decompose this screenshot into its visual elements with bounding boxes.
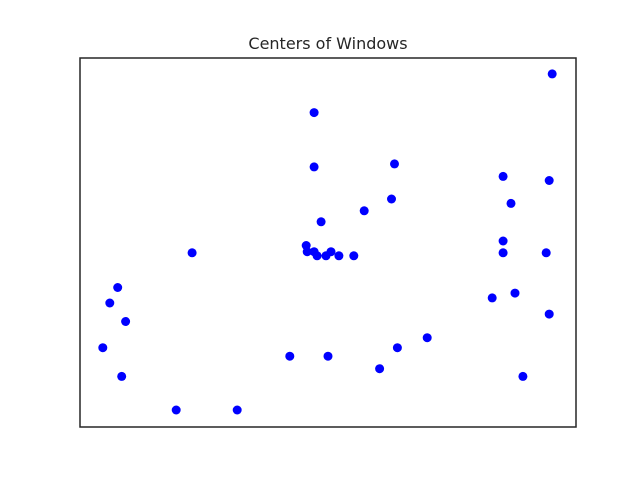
data-point-0-36 bbox=[171, 405, 181, 415]
data-point-0-7 bbox=[387, 194, 396, 204]
plot-area-frame bbox=[79, 57, 577, 428]
data-point-0-19 bbox=[498, 248, 508, 258]
data-point-0-18 bbox=[498, 236, 508, 246]
data-point-0-37 bbox=[232, 405, 242, 415]
data-points-layer bbox=[98, 69, 557, 415]
data-point-0-30 bbox=[422, 333, 432, 343]
data-point-0-6 bbox=[506, 198, 516, 208]
data-point-0-13 bbox=[312, 251, 322, 261]
data-point-0-28 bbox=[510, 288, 520, 298]
data-point-0-27 bbox=[487, 293, 497, 303]
data-point-0-31 bbox=[392, 343, 402, 353]
data-point-0-23 bbox=[105, 298, 115, 308]
data-point-0-4 bbox=[498, 171, 508, 181]
data-point-0-8 bbox=[359, 206, 369, 216]
data-point-0-32 bbox=[285, 351, 295, 361]
data-point-0-16 bbox=[334, 251, 344, 261]
data-point-0-11 bbox=[302, 247, 312, 257]
data-point-0-35 bbox=[518, 371, 528, 381]
data-point-0-17 bbox=[349, 251, 359, 261]
data-point-0-9 bbox=[316, 217, 326, 227]
data-point-0-3 bbox=[390, 159, 399, 169]
data-point-0-29 bbox=[544, 309, 554, 319]
data-point-0-26 bbox=[117, 371, 127, 381]
data-point-0-33 bbox=[323, 351, 333, 361]
data-point-0-22 bbox=[113, 283, 123, 292]
data-point-0-0 bbox=[547, 69, 557, 79]
data-point-0-34 bbox=[375, 364, 385, 374]
data-point-0-1 bbox=[309, 108, 319, 118]
data-point-0-2 bbox=[309, 162, 319, 172]
data-point-0-25 bbox=[98, 343, 108, 353]
data-point-0-21 bbox=[187, 248, 197, 258]
data-point-0-5 bbox=[544, 176, 554, 185]
data-point-0-15 bbox=[326, 247, 336, 257]
data-point-0-24 bbox=[121, 317, 131, 326]
chart-title: Centers of Windows bbox=[248, 34, 407, 53]
data-point-0-20 bbox=[541, 248, 551, 258]
